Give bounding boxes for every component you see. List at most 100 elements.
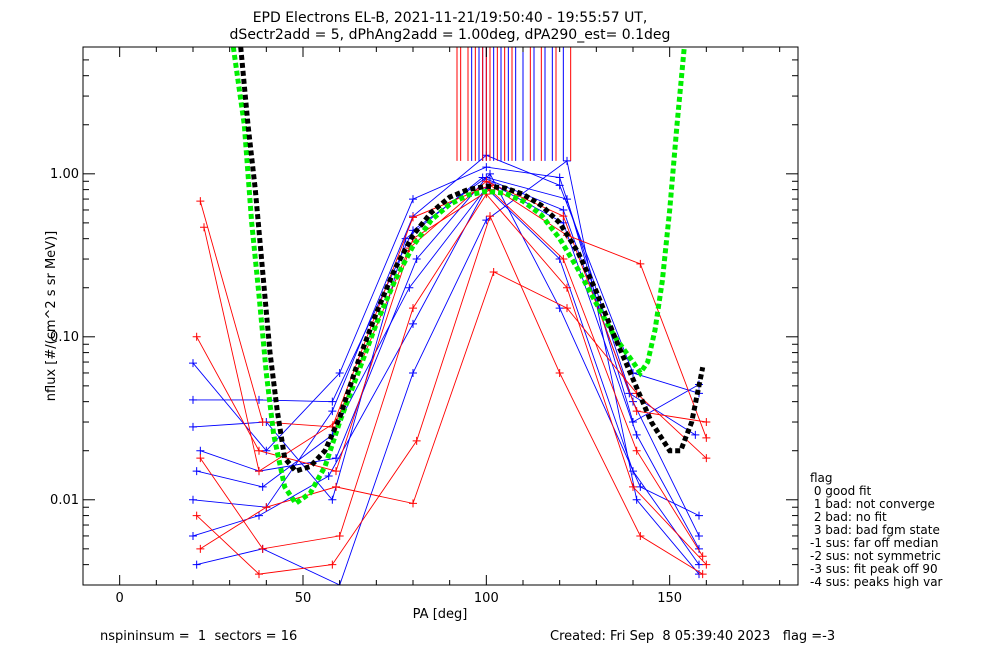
data-point: [335, 531, 344, 540]
series-line: [192, 154, 700, 508]
data-point: [632, 446, 641, 455]
data-point: [189, 422, 197, 431]
data-point: [255, 467, 263, 476]
data-point: [196, 197, 205, 206]
data-point: [196, 544, 205, 553]
data-point: [196, 446, 205, 455]
y-tick-label: 0.01: [50, 493, 79, 508]
peak-markers: [456, 47, 572, 161]
legend-entry: 3 bad: bad fgm state: [810, 523, 940, 537]
data-point: [636, 259, 645, 268]
data-point: [258, 544, 267, 553]
data-point: [409, 368, 417, 377]
data-point: [486, 212, 494, 221]
legend: flag 0 good fit 1 bad: not converge 2 ba…: [810, 471, 943, 589]
data-point: [555, 304, 564, 313]
data-point: [412, 255, 421, 264]
data-point: [192, 467, 201, 476]
data-point: [478, 173, 487, 182]
data-point: [328, 397, 337, 406]
data-point: [632, 430, 641, 439]
data-point: [332, 467, 340, 476]
data-point: [328, 407, 337, 416]
series-line: [192, 166, 700, 537]
series-4: [192, 156, 703, 585]
data-point: [409, 195, 417, 204]
data-point: [698, 570, 707, 579]
series-line: [196, 189, 704, 557]
legend-entry: -1 sus: far off median: [810, 536, 938, 550]
data-point: [335, 368, 344, 377]
data-point: [555, 368, 564, 377]
data-point: [328, 495, 337, 504]
data-point: [559, 212, 568, 221]
data-point: [258, 418, 267, 427]
data-point: [409, 499, 417, 508]
series-line: [192, 187, 700, 565]
data-point: [489, 267, 498, 276]
x-tick-label: 0: [116, 591, 124, 606]
legend-title: flag: [810, 471, 833, 485]
series-5: [189, 173, 700, 504]
series-line: [196, 182, 700, 550]
data-point: [563, 283, 571, 292]
data-point: [324, 471, 333, 480]
series-6: [196, 169, 703, 520]
data-point: [695, 531, 703, 540]
data-point: [409, 319, 417, 328]
chart-subtitle: dSectr2add = 5, dPhAng2add = 1.00deg, dP…: [230, 27, 671, 43]
data-point: [262, 503, 271, 512]
data-point: [702, 433, 711, 442]
data-point: [192, 332, 201, 341]
data-point: [563, 304, 571, 313]
data-point: [702, 454, 711, 463]
x-axis-label: PA [deg]: [413, 607, 468, 622]
data-point: [189, 359, 197, 368]
data-point: [255, 446, 263, 455]
series-12: [196, 267, 711, 553]
data-point: [636, 531, 645, 540]
x-tick-label: 150: [657, 591, 682, 606]
chart-title: EPD Electrons EL-B, 2021-11-21/19:50:40 …: [253, 10, 648, 26]
footer-right: Created: Fri Sep 8 05:39:40 2023 flag =-…: [550, 629, 835, 644]
data-point: [695, 544, 703, 553]
data-point: [632, 495, 641, 504]
fit-line-1: [238, 47, 706, 474]
data-point: [200, 223, 208, 232]
y-tick-label: 0.10: [50, 330, 79, 345]
data-point: [189, 495, 197, 504]
data-point: [189, 531, 197, 540]
data-point: [412, 436, 421, 445]
data-point: [258, 482, 267, 491]
data-point: [192, 560, 201, 569]
data-point: [702, 560, 711, 569]
series-11: [192, 212, 707, 579]
plot-frame: [82, 46, 799, 586]
legend-entry: -2 sus: not symmetric: [810, 549, 941, 563]
data-point: [702, 418, 711, 427]
legend-entry: -4 sus: peaks high var: [810, 575, 943, 589]
data-point: [332, 454, 340, 463]
legend-entry: 2 bad: no fit: [810, 510, 887, 524]
data-point: [192, 511, 201, 520]
series-line: [200, 173, 700, 517]
series-13: [200, 177, 711, 476]
data-point: [189, 395, 197, 404]
data-point: [328, 560, 337, 569]
data-point: [698, 552, 707, 561]
data-point: [196, 454, 205, 463]
data-point: [632, 407, 641, 416]
series-layer: [189, 151, 711, 585]
data-point: [262, 446, 271, 455]
data-point: [255, 570, 263, 579]
y-axis-label: nflux [#/(cm^2 s sr MeV)]: [44, 231, 59, 401]
data-point: [409, 213, 417, 222]
data-point: [636, 482, 645, 491]
data-point: [629, 482, 637, 491]
legend-entry: 1 bad: not converge: [810, 497, 935, 511]
series-line: [199, 193, 707, 565]
data-point: [563, 156, 571, 165]
data-point: [559, 255, 568, 264]
fit-line-0: [230, 47, 687, 507]
